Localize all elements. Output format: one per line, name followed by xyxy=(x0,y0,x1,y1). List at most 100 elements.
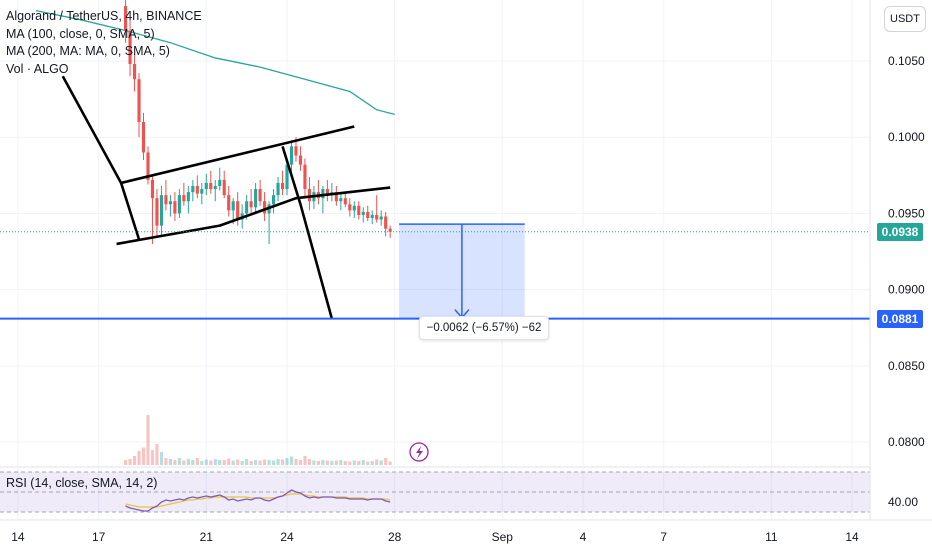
chart-legend: Algorand / TetherUS, 4h, BINANCE MA (100… xyxy=(6,8,202,78)
volume-bar xyxy=(209,460,213,465)
volume-bar xyxy=(379,460,383,465)
candle-body xyxy=(164,195,168,205)
candle-body xyxy=(298,155,303,165)
x-tick-label: 17 xyxy=(92,530,106,544)
volume-bar xyxy=(236,459,240,465)
volume-bar xyxy=(245,459,249,465)
volume-bar xyxy=(325,460,329,465)
current-price-tag: 0.0938 xyxy=(877,222,923,241)
volume-bar xyxy=(334,460,338,465)
candle-body xyxy=(177,195,181,214)
volume-bar xyxy=(370,461,374,465)
volume-bar xyxy=(168,459,172,465)
currency-button[interactable]: USDT xyxy=(884,6,926,32)
measure-tool[interactable] xyxy=(399,223,525,319)
target-price-tag: 0.0881 xyxy=(877,309,923,328)
candle-body xyxy=(384,216,388,229)
y-tick-label: 0.0850 xyxy=(888,359,925,373)
x-tick-label: 14 xyxy=(845,530,859,544)
volume-bar xyxy=(285,458,289,465)
volume-bar xyxy=(240,461,244,465)
rsi-tick-label: 40.00 xyxy=(888,495,918,509)
volume-bar xyxy=(307,459,312,465)
volume-bar xyxy=(204,459,208,465)
candle-body xyxy=(132,64,137,80)
volume-bar xyxy=(316,461,320,465)
volume-bar xyxy=(312,460,316,465)
volume-legend[interactable]: Vol · ALGO xyxy=(6,61,69,76)
volume-bar xyxy=(137,451,141,465)
candle-body xyxy=(218,179,222,186)
volume-bar xyxy=(123,460,128,465)
x-tick-label: 14 xyxy=(11,530,25,544)
candle-body xyxy=(227,195,231,211)
volume-bar xyxy=(357,461,361,465)
symbol-title[interactable]: Algorand / TetherUS, 4h, BINANCE xyxy=(6,9,202,23)
candle-body xyxy=(307,189,312,202)
channel-lower-line xyxy=(116,186,391,246)
ma100-legend[interactable]: MA (100, close, 0, SMA, 5) xyxy=(6,26,155,41)
candle-body xyxy=(339,198,343,202)
trend-drawings[interactable] xyxy=(61,75,391,319)
candle-body xyxy=(294,146,298,156)
volume-bar xyxy=(222,460,226,465)
volume-bar xyxy=(200,461,204,465)
volume-bar xyxy=(155,444,159,465)
volume-bar xyxy=(298,460,303,465)
volume-bar xyxy=(289,456,294,465)
rsi-legend[interactable]: RSI (14, close, SMA, 14, 2) xyxy=(6,476,158,490)
candle-body xyxy=(204,182,208,190)
candle-body xyxy=(254,189,258,208)
volume-bar xyxy=(213,459,217,465)
moving-average-line xyxy=(35,10,395,115)
candle-body xyxy=(366,211,370,219)
candle-body xyxy=(182,195,186,202)
volume-bar xyxy=(254,460,258,465)
volume-bar xyxy=(303,456,307,465)
x-tick-label: 7 xyxy=(660,530,667,544)
candle-body xyxy=(245,201,249,214)
candle-body xyxy=(137,79,141,122)
candle-body xyxy=(191,186,195,193)
candle-body xyxy=(276,182,280,196)
candle-body xyxy=(168,201,172,205)
candle-body xyxy=(209,182,213,190)
volume-bar xyxy=(267,460,271,465)
volume-bar xyxy=(177,458,181,465)
candle-body xyxy=(303,164,307,190)
volume-bar xyxy=(361,460,365,465)
volume-bar xyxy=(146,415,150,465)
candle-body xyxy=(155,198,159,226)
candle-body xyxy=(352,205,356,211)
volume-bar xyxy=(159,452,164,465)
x-tick-label: 28 xyxy=(388,530,402,544)
volume-bar xyxy=(231,460,235,465)
ma200-legend[interactable]: MA (200, MA: MA, 0, SMA, 5) xyxy=(6,44,170,58)
x-tick-label: 21 xyxy=(200,530,214,544)
volume-bar xyxy=(191,460,195,465)
candle-body xyxy=(123,6,128,31)
volume-bar xyxy=(330,461,334,465)
x-tick-label: Sep xyxy=(492,530,514,544)
candle-body xyxy=(173,201,177,214)
candles xyxy=(123,0,392,244)
y-tick-label: 0.1000 xyxy=(888,130,925,144)
candle-body xyxy=(195,186,199,194)
impulse-leg-line xyxy=(61,75,141,240)
lightning-icon[interactable] xyxy=(409,442,429,462)
candle-body xyxy=(285,164,289,190)
x-tick-label: 11 xyxy=(765,530,778,544)
candle-body xyxy=(271,195,276,205)
y-tick-label: 0.0800 xyxy=(888,435,925,449)
volume-bar xyxy=(339,460,343,465)
candle-body xyxy=(325,189,329,196)
volume-bar xyxy=(263,459,267,465)
volume-bar xyxy=(141,447,146,465)
volume-bar xyxy=(164,458,168,465)
candle-body xyxy=(357,205,361,215)
volume-bar xyxy=(384,458,388,465)
volume-bar xyxy=(366,461,370,465)
volume-bar xyxy=(352,460,356,465)
